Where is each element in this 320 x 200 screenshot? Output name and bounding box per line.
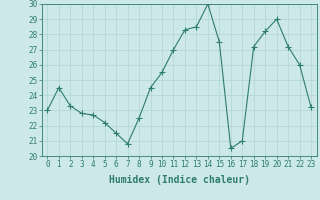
- X-axis label: Humidex (Indice chaleur): Humidex (Indice chaleur): [109, 175, 250, 185]
